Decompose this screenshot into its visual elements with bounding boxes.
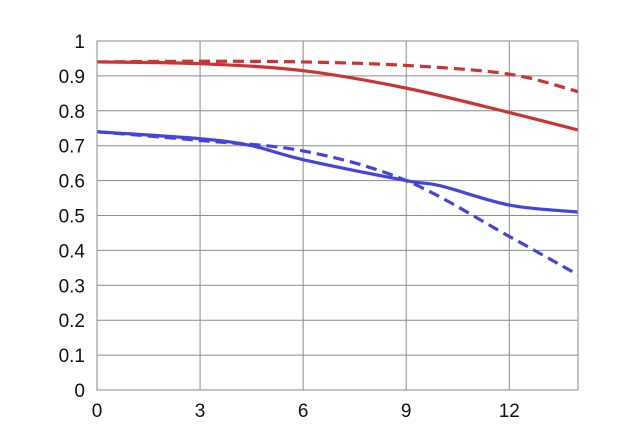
series-lines [96, 59, 579, 277]
x-tick-label: 3 [195, 401, 206, 422]
x-tick-label: 0 [92, 401, 103, 422]
y-tick-label: 0.5 [59, 207, 85, 228]
series-line-blue-solid [96, 130, 579, 214]
x-tick-label: 6 [298, 401, 309, 422]
y-axis-tick-labels: 0 0.1 0.2 0.3 0.4 0.5 0.6 0.7 0.8 0.9 1 [59, 32, 86, 402]
y-tick-label: 0.1 [59, 346, 85, 367]
series-line-blue-dashed [96, 130, 579, 277]
y-tick-label: 0.6 [59, 172, 85, 193]
y-tick-label: 0.7 [59, 137, 85, 158]
y-tick-label: 0.2 [59, 311, 85, 332]
series-line-red-dashed [96, 59, 579, 94]
x-tick-label: 9 [401, 401, 412, 422]
x-tick-label: 12 [499, 401, 520, 422]
y-tick-label: 0 [74, 381, 85, 402]
y-tick-label: 0.8 [59, 102, 85, 123]
plot-frame [96, 40, 579, 391]
y-tick-label: 0.3 [59, 276, 85, 297]
y-tick-label: 0.9 [59, 67, 85, 88]
y-tick-label: 0.4 [59, 241, 86, 262]
grid [96, 40, 578, 391]
series-line-red-solid [96, 60, 579, 132]
x-axis-tick-labels: 0 3 6 9 12 [92, 401, 520, 422]
y-tick-label: 1 [74, 32, 85, 53]
